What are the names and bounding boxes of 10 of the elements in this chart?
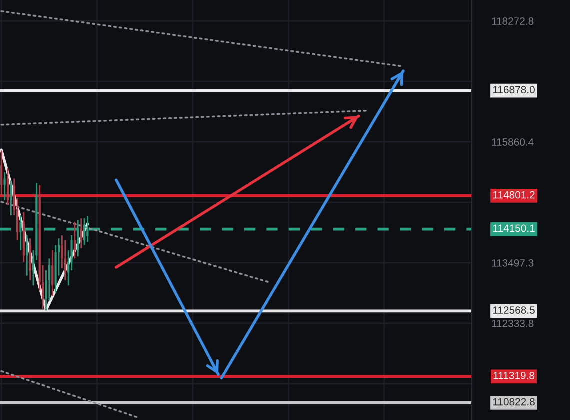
ref-line-label: 110822.8 [493, 398, 535, 406]
ref-line-label: 112568.5 [493, 306, 535, 314]
y-tick-label: 118272.8 [492, 18, 534, 26]
y-tick-label: 115860.4 [492, 138, 534, 146]
y-tick-label: 112333.8 [492, 320, 534, 328]
ref-line-label: 116878.0 [493, 86, 535, 94]
ref-line-label: 114150.1 [493, 224, 535, 232]
ref-line-label: 114801.2 [493, 191, 535, 199]
ref-line-label: 111319.8 [494, 372, 535, 380]
y-tick-label: 113497.3 [492, 259, 534, 267]
